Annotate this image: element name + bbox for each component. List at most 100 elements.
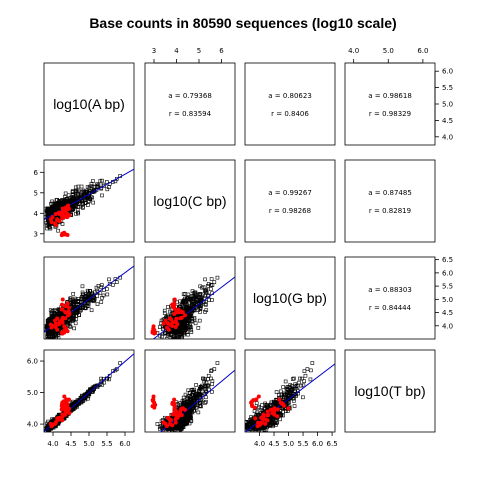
data-point [187, 313, 192, 317]
highlight-point [61, 232, 66, 237]
highlight-point [151, 394, 156, 399]
data-point [114, 177, 119, 181]
data-point [107, 185, 111, 190]
panel-frame [344, 159, 436, 243]
data-point [179, 333, 184, 338]
data-point [186, 332, 190, 337]
data-point [292, 404, 297, 408]
y-tick-label: 6.0 [442, 269, 453, 277]
data-point [263, 406, 267, 411]
highlight-point [57, 219, 62, 224]
highlight-point [66, 305, 71, 310]
highlight-point [174, 316, 179, 321]
data-point [73, 321, 78, 326]
highlight-point [53, 420, 58, 425]
data-point [54, 202, 58, 206]
data-point [158, 325, 162, 329]
data-point [94, 188, 99, 192]
data-point [107, 277, 111, 282]
data-point [58, 326, 63, 331]
data-point [176, 330, 180, 335]
data-point [276, 402, 281, 407]
diagonal-label: log10(C bp) [153, 193, 226, 209]
highlight-point [178, 409, 183, 414]
data-point [79, 308, 83, 313]
highlight-point [64, 303, 69, 308]
y-tick-label: 6.0 [27, 358, 38, 366]
highlight-point [59, 307, 64, 312]
data-point [197, 389, 202, 394]
data-point [210, 283, 215, 287]
data-point [212, 367, 217, 371]
scatter-points [44, 265, 134, 339]
highlight-point [59, 213, 64, 218]
data-point [91, 179, 95, 183]
data-point [71, 195, 76, 199]
x-tick-label: 6.0 [119, 440, 130, 448]
data-point [111, 283, 115, 287]
data-point [303, 373, 308, 378]
data-point [83, 201, 87, 206]
data-point [187, 390, 192, 395]
data-point [274, 421, 279, 425]
data-point [58, 314, 62, 318]
data-point [68, 199, 73, 204]
data-point [302, 379, 306, 383]
highlight-point [66, 203, 71, 208]
data-point [69, 307, 74, 312]
highlight-point [165, 321, 170, 326]
highlight-point [252, 405, 257, 410]
data-point [81, 202, 85, 206]
highlight-point [53, 223, 58, 228]
data-point [189, 330, 194, 334]
highlight-point [56, 322, 61, 327]
x-tick-label: 3 [152, 47, 156, 55]
data-point [268, 422, 272, 427]
data-point [88, 289, 93, 293]
data-point [257, 405, 261, 409]
data-point [200, 285, 204, 290]
data-point [203, 385, 208, 389]
data-point [247, 424, 251, 428]
data-point [274, 423, 278, 427]
highlight-point [172, 407, 177, 412]
panel-T-G [244, 349, 336, 433]
highlight-point [165, 415, 170, 420]
data-point [206, 373, 211, 378]
data-point [100, 193, 104, 198]
highlight-point [286, 406, 291, 411]
panel-G-G: log10(G bp) [244, 256, 336, 340]
highlight-point [164, 325, 169, 330]
x-tick-label: 6 [219, 47, 224, 55]
highlight-point [161, 420, 166, 425]
slope-label: a = 0.88303 [368, 286, 412, 294]
data-point [86, 203, 90, 207]
data-point [188, 303, 193, 308]
data-point [301, 395, 305, 400]
highlight-point [161, 321, 166, 326]
data-point [281, 413, 285, 418]
highlight-point [172, 397, 177, 402]
data-point [95, 302, 100, 307]
data-point [260, 403, 265, 407]
x-tick-label: 6.0 [312, 440, 323, 448]
highlight-point [172, 312, 177, 317]
highlight-point [65, 232, 70, 237]
data-point [63, 191, 68, 196]
panel-frame [144, 62, 236, 146]
data-point [92, 290, 97, 295]
highlight-point [172, 307, 177, 312]
data-point [182, 320, 186, 324]
data-point [77, 201, 81, 206]
data-point [56, 228, 60, 233]
panel-frame [144, 159, 236, 243]
x-tick-label: 4.5 [65, 440, 76, 448]
highlight-point [259, 415, 264, 420]
highlight-point [66, 207, 71, 212]
panel-G-A [43, 256, 135, 340]
data-point [163, 330, 167, 335]
data-point [95, 182, 99, 186]
data-point [301, 383, 306, 388]
